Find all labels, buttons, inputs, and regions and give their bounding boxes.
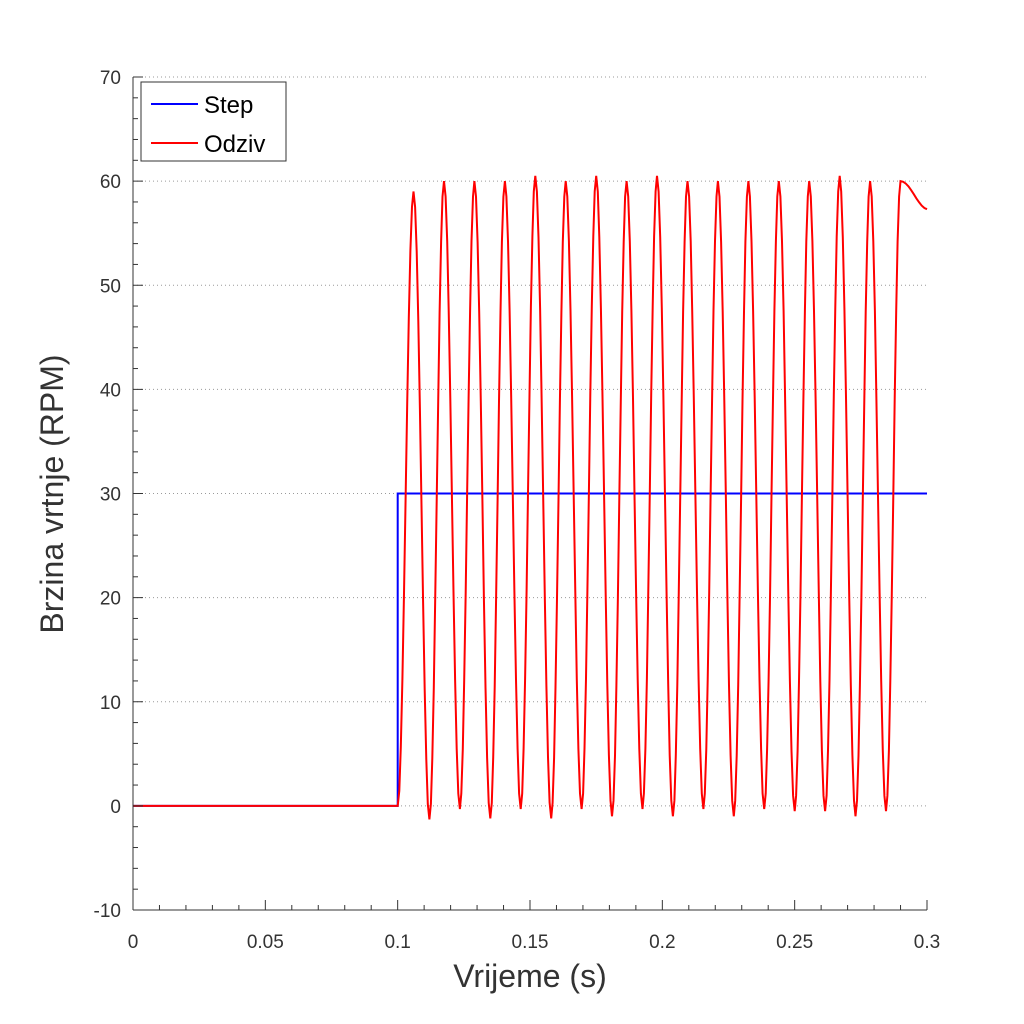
- x-tick-label: 0.05: [247, 932, 284, 953]
- x-tick-label: 0.1: [384, 932, 410, 953]
- legend: Step Odziv: [140, 81, 287, 162]
- y-tick-label: 70: [100, 68, 121, 89]
- series-line-odziv: [133, 175, 928, 820]
- y-tick-label: 10: [100, 693, 121, 714]
- y-tick-label: 40: [100, 380, 121, 401]
- x-tick-label: 0.2: [649, 932, 675, 953]
- x-tick-label: 0: [128, 932, 139, 953]
- x-tick-label: 0.25: [776, 932, 813, 953]
- x-tick-label: 0.3: [914, 932, 940, 953]
- series-lines: [133, 175, 928, 820]
- y-tick-label: 30: [100, 485, 121, 506]
- legend-label-step: Step: [204, 92, 253, 119]
- y-tick-label: -10: [94, 901, 121, 922]
- x-axis-label: Vrijeme (s): [453, 958, 606, 994]
- y-tick-label: 20: [100, 589, 121, 610]
- legend-label-odziv: Odziv: [204, 131, 265, 158]
- legend-box: [140, 81, 287, 162]
- tick-marks: [132, 76, 928, 911]
- y-axis-label: Brzina vrtnje (RPM): [34, 354, 70, 633]
- y-tick-label: 0: [110, 797, 121, 818]
- y-tick-label: 50: [100, 276, 121, 297]
- tick-labels: -10 0 10 20 30 40 50 60 70 0 0.05 0.1 0.15 0.2 0.25 0.3: [94, 68, 941, 953]
- series-line-step: [133, 492, 927, 807]
- x-tick-label: 0.15: [512, 932, 549, 953]
- y-tick-label: 60: [100, 172, 121, 193]
